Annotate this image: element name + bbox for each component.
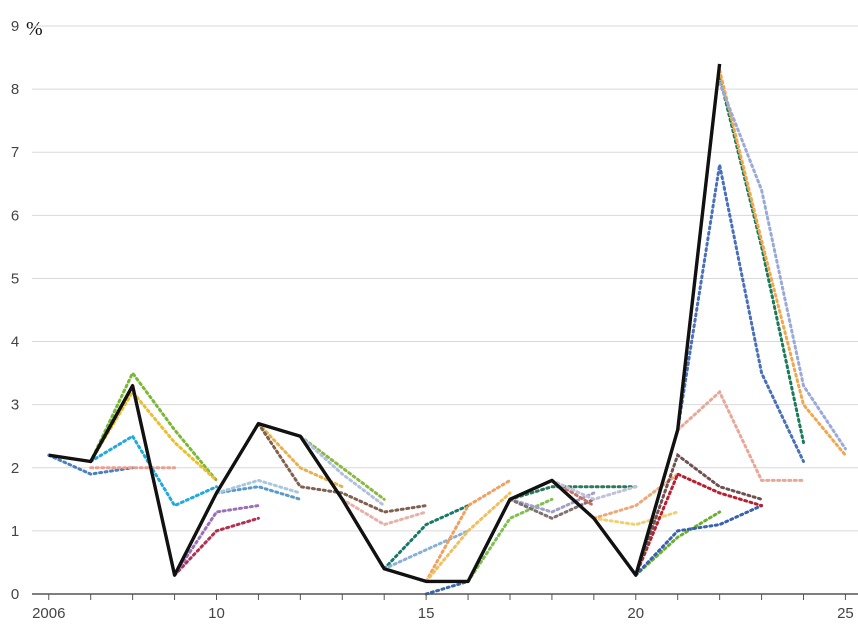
projection-line-30 bbox=[634, 452, 764, 577]
gridlines bbox=[32, 25, 858, 532]
projection-line-21 bbox=[508, 485, 638, 501]
projection-line-5 bbox=[173, 516, 260, 577]
x-tick-label: 20 bbox=[627, 605, 644, 622]
projection-line-19 bbox=[466, 497, 554, 583]
projection-line-3 bbox=[89, 370, 218, 482]
projection-line-33 bbox=[718, 75, 805, 444]
projection-line-2 bbox=[89, 434, 218, 508]
x-tick-label: 2006 bbox=[32, 605, 65, 622]
projection-line-32 bbox=[676, 164, 805, 463]
projection-line-35 bbox=[718, 81, 847, 451]
y-tick-label: 1 bbox=[11, 523, 19, 540]
y-tick-label: 3 bbox=[11, 397, 19, 414]
projection-line-10 bbox=[256, 422, 344, 489]
projection-line-20 bbox=[508, 491, 596, 514]
projection-line-17 bbox=[424, 491, 512, 583]
x-tick-label: 15 bbox=[418, 605, 435, 622]
projection-line-28 bbox=[634, 504, 764, 577]
y-tick-label: 6 bbox=[11, 207, 19, 224]
axes bbox=[32, 593, 858, 600]
projection-line-18 bbox=[424, 579, 470, 596]
y-tick-labels: 0 1 2 3 4 5 6 7 8 9 bbox=[11, 18, 19, 603]
projection-line-7 bbox=[215, 485, 302, 501]
y-tick-label: 2 bbox=[11, 460, 19, 477]
projection-line-6 bbox=[173, 504, 260, 577]
projection-line-12 bbox=[298, 434, 386, 508]
projection-line-29 bbox=[634, 472, 764, 577]
x-tick-labels: 2006 10 15 20 25 bbox=[32, 605, 854, 622]
y-tick-label: 5 bbox=[11, 270, 19, 287]
actual-line bbox=[48, 63, 722, 584]
projection-line-8 bbox=[215, 478, 302, 495]
projection-line-13 bbox=[340, 497, 428, 527]
projection-line-25 bbox=[592, 510, 680, 527]
y-tick-label: 8 bbox=[11, 81, 19, 98]
projection-line-9 bbox=[256, 422, 386, 501]
y-tick-label: 4 bbox=[11, 334, 19, 351]
y-tick-label: 7 bbox=[11, 144, 19, 161]
projection-line-15 bbox=[382, 529, 470, 571]
projection-line-24 bbox=[550, 478, 638, 501]
y-unit-label: % bbox=[26, 18, 43, 40]
projection-lines bbox=[47, 68, 847, 596]
projection-line-14 bbox=[382, 504, 470, 571]
projection-line-11 bbox=[256, 422, 428, 514]
projection-line-31 bbox=[676, 389, 805, 482]
projection-line-26 bbox=[592, 472, 680, 520]
actual-series bbox=[48, 63, 722, 584]
x-tick-label: 10 bbox=[208, 605, 225, 622]
x-tick-label: 25 bbox=[837, 605, 854, 622]
projection-line-16 bbox=[424, 478, 512, 583]
y-tick-label: 0 bbox=[11, 586, 19, 603]
projection-line-34 bbox=[718, 68, 847, 457]
projection-line-0 bbox=[47, 453, 135, 476]
y-tick-label: 9 bbox=[11, 18, 19, 35]
